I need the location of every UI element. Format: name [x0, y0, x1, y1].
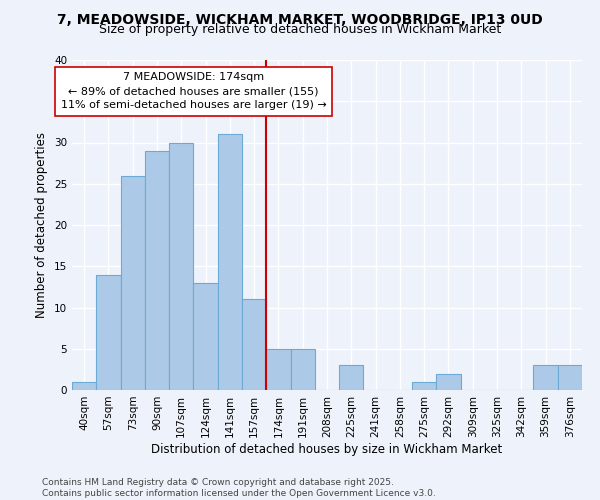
- Bar: [339, 365, 364, 390]
- Bar: [169, 142, 193, 390]
- Bar: [72, 382, 96, 390]
- Bar: [218, 134, 242, 390]
- Text: Contains HM Land Registry data © Crown copyright and database right 2025.
Contai: Contains HM Land Registry data © Crown c…: [42, 478, 436, 498]
- Bar: [121, 176, 145, 390]
- Bar: [266, 349, 290, 390]
- Text: Size of property relative to detached houses in Wickham Market: Size of property relative to detached ho…: [99, 22, 501, 36]
- Text: 7 MEADOWSIDE: 174sqm
← 89% of detached houses are smaller (155)
11% of semi-deta: 7 MEADOWSIDE: 174sqm ← 89% of detached h…: [61, 72, 326, 110]
- Bar: [558, 365, 582, 390]
- Text: 7, MEADOWSIDE, WICKHAM MARKET, WOODBRIDGE, IP13 0UD: 7, MEADOWSIDE, WICKHAM MARKET, WOODBRIDG…: [57, 12, 543, 26]
- Bar: [436, 374, 461, 390]
- Bar: [145, 151, 169, 390]
- Bar: [533, 365, 558, 390]
- Bar: [96, 274, 121, 390]
- Bar: [193, 283, 218, 390]
- Y-axis label: Number of detached properties: Number of detached properties: [35, 132, 49, 318]
- Bar: [242, 299, 266, 390]
- Bar: [412, 382, 436, 390]
- Bar: [290, 349, 315, 390]
- X-axis label: Distribution of detached houses by size in Wickham Market: Distribution of detached houses by size …: [151, 442, 503, 456]
